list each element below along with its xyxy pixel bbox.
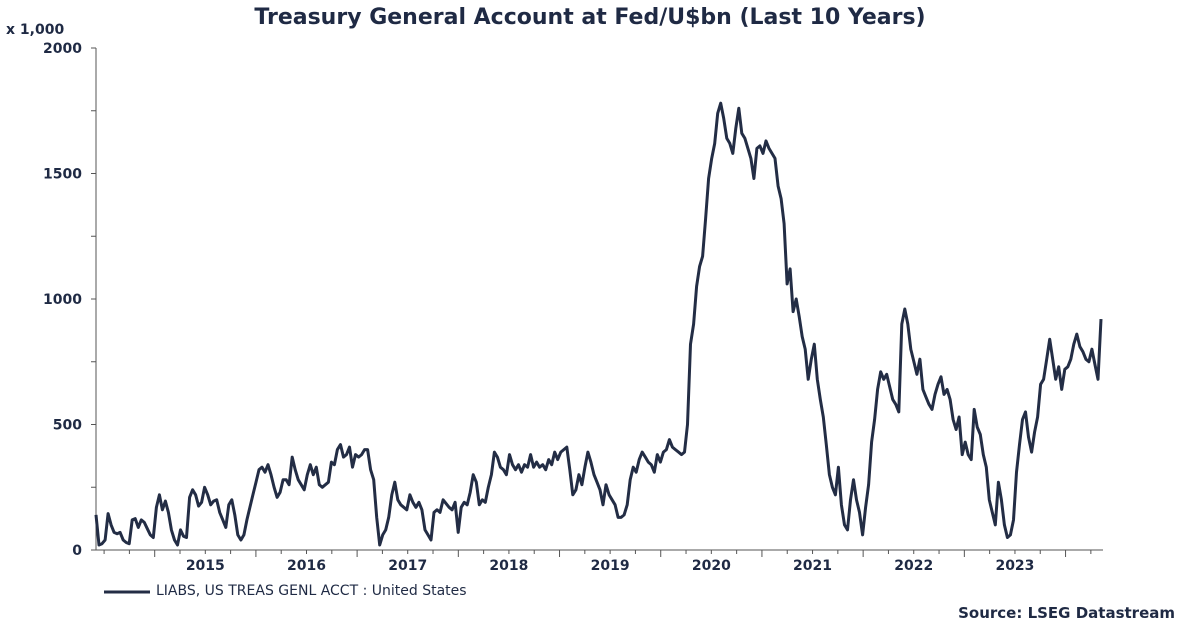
y-tick-label: 1000 (43, 292, 82, 308)
x-axis-ticks: 2015 2016 2017 2018 2019 2020 2021 2022 2023 (103, 550, 1092, 574)
x-tick-label: 2016 (287, 558, 326, 574)
y-tick-label: 2000 (43, 41, 82, 57)
y-axis-ticks: 0 500 1000 1500 2000 (43, 41, 96, 559)
x-tick-label: 2017 (388, 558, 427, 574)
x-tick-label: 2022 (894, 558, 933, 574)
legend: LIABS, US TREAS GENL ACCT : United State… (104, 583, 467, 599)
y-tick-label: 1500 (43, 167, 82, 183)
x-tick-label: 2021 (793, 558, 832, 574)
legend-label: LIABS, US TREAS GENL ACCT : United State… (156, 583, 467, 599)
source-note: Source: LSEG Datastream (958, 604, 1175, 622)
x-tick-label: 2019 (591, 558, 630, 574)
x-tick-label: 2023 (995, 558, 1034, 574)
x-tick-label: 2015 (186, 558, 225, 574)
y-unit-label: x 1,000 (6, 22, 64, 38)
y-tick-label: 0 (72, 543, 82, 559)
axes (95, 48, 1103, 551)
y-tick-label: 500 (53, 418, 82, 434)
x-tick-label: 2020 (692, 558, 731, 574)
x-tick-label: 2018 (489, 558, 528, 574)
series-line (94, 101, 1103, 547)
chart-title: Treasury General Account at Fed/U$bn (La… (254, 5, 925, 30)
